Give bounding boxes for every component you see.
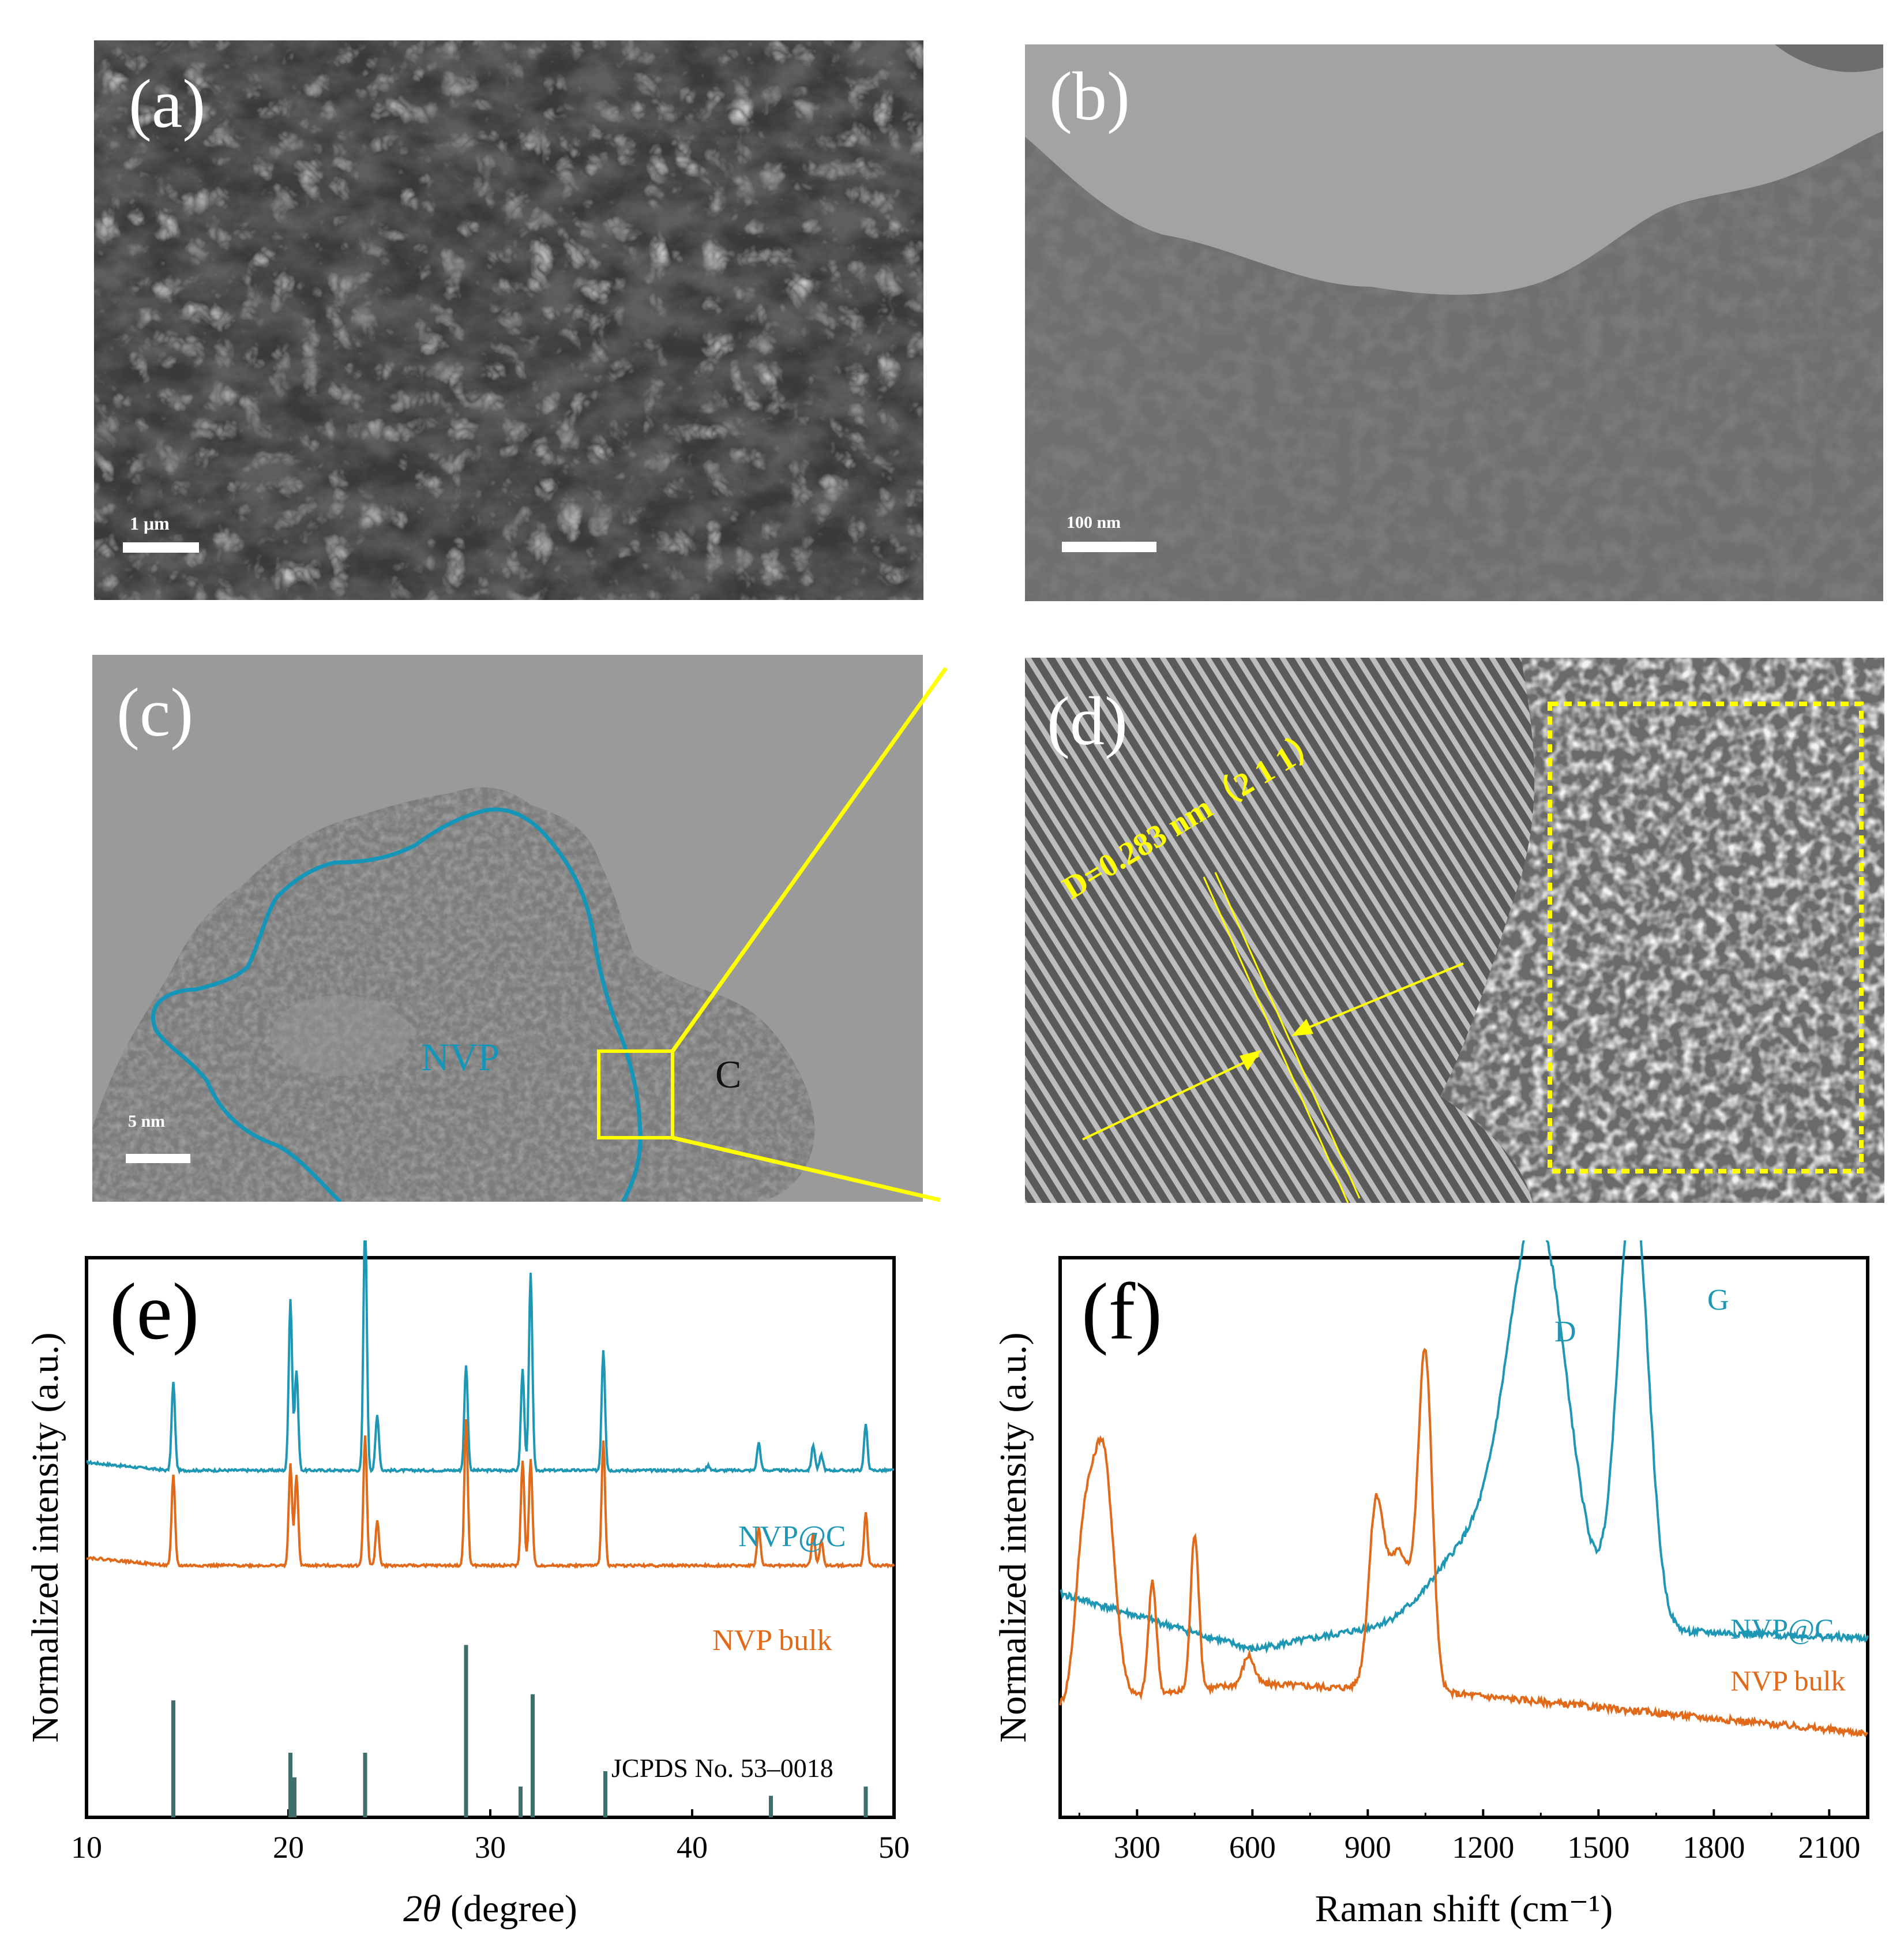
panel-b-tem-image: 100 nm (b) (1025, 44, 1883, 601)
panel-a-sem-image: 1 μm (a) (94, 40, 923, 600)
panel-c-label: (c) (117, 674, 193, 751)
arrow-right (1291, 962, 1464, 1036)
panel-f-raman-chart: (f) 300 600 900 1200 1500 1800 2100 D G NVP@C … (957, 1240, 1904, 1946)
scale-bar-c-label: 5 nm (128, 1112, 165, 1131)
panel-e-xrd-chart: (e) 10 20 30 40 50 NVP@C NVP bulk JCPDS No. … (0, 1240, 946, 1946)
raman-x-tick-label: 1800 (1683, 1830, 1745, 1865)
raman-y-axis-label: Normalized intensity (a.u.) (992, 1332, 1034, 1742)
reference-label: JCPDS No. 53–0018 (611, 1753, 833, 1783)
xrd-x-tick-label: 20 (273, 1830, 304, 1865)
raman-x-tick-label: 600 (1229, 1830, 1276, 1865)
xrd-chart-svg: (e) 10 20 30 40 50 NVP@C NVP bulk JCPDS No. … (24, 1240, 910, 1930)
scale-bar-a-label: 1 μm (130, 513, 170, 534)
raman-series-nvp-bulk (1059, 1348, 1868, 1738)
raman-chart-svg: (f) 300 600 900 1200 1500 1800 2100 D G NVP@C … (992, 1240, 1869, 1930)
nvp-boundary (151, 807, 643, 1202)
legend-nvp-bulk-f: NVP bulk (1730, 1664, 1846, 1697)
raman-g-band-label: G (1707, 1284, 1729, 1317)
panel-c-hrtem-image: NVP C 5 nm (c) (92, 655, 923, 1202)
scale-bar-b-label: 100 nm (1066, 513, 1121, 532)
carbon-region-label: C (715, 1052, 741, 1096)
xrd-series-nvp-c (86, 1240, 895, 1475)
panel-f-label: (f) (1081, 1267, 1162, 1356)
xrd-x-axis-label: 2θ (degree) (403, 1888, 577, 1930)
raman-x-tick-label: 900 (1345, 1830, 1391, 1865)
xrd-y-axis-label: Normalized intensity (a.u.) (24, 1332, 66, 1742)
panel-e-label: (e) (110, 1267, 199, 1356)
raman-x-tick-label: 1200 (1452, 1830, 1514, 1865)
arrow-left (1082, 1050, 1261, 1141)
scale-bar-c (126, 1154, 190, 1163)
raman-series-nvp-c (1060, 1240, 1869, 1654)
raman-x-tick-label: 2100 (1798, 1830, 1860, 1865)
panel-d-lattice-image: D=0.283 nm（2 1 1） (d) (1025, 658, 1884, 1203)
xrd-series-nvp-bulk (86, 1419, 895, 1569)
panel-a-label: (a) (129, 65, 205, 142)
legend-nvp-bulk-e: NVP bulk (712, 1624, 832, 1657)
legend-nvp-c-f: NVP@C (1730, 1613, 1834, 1645)
raman-x-tick-label: 300 (1114, 1830, 1161, 1865)
xrd-x-tick-label: 30 (475, 1830, 506, 1865)
raman-x-tick-label: 1500 (1567, 1830, 1629, 1865)
scale-bar-a (123, 542, 199, 553)
legend-nvp-c-e: NVP@C (738, 1520, 846, 1553)
xrd-x-tick-label: 10 (71, 1830, 102, 1865)
raman-plot-frame (1058, 1256, 1869, 1819)
raman-d-band-label: D (1554, 1315, 1576, 1348)
raman-x-axis-label: Raman shift (cm⁻¹) (1315, 1888, 1613, 1930)
xrd-x-tick-label: 40 (677, 1830, 708, 1865)
amorphous-carbon-box (1548, 702, 1864, 1173)
panel-d-label: (d) (1047, 683, 1128, 759)
zoom-region-box (597, 1049, 674, 1139)
scale-bar-b (1062, 542, 1156, 552)
xrd-x-tick-label: 50 (878, 1830, 910, 1865)
nvp-region-label: NVP (421, 1035, 500, 1079)
panel-b-label: (b) (1049, 58, 1130, 134)
